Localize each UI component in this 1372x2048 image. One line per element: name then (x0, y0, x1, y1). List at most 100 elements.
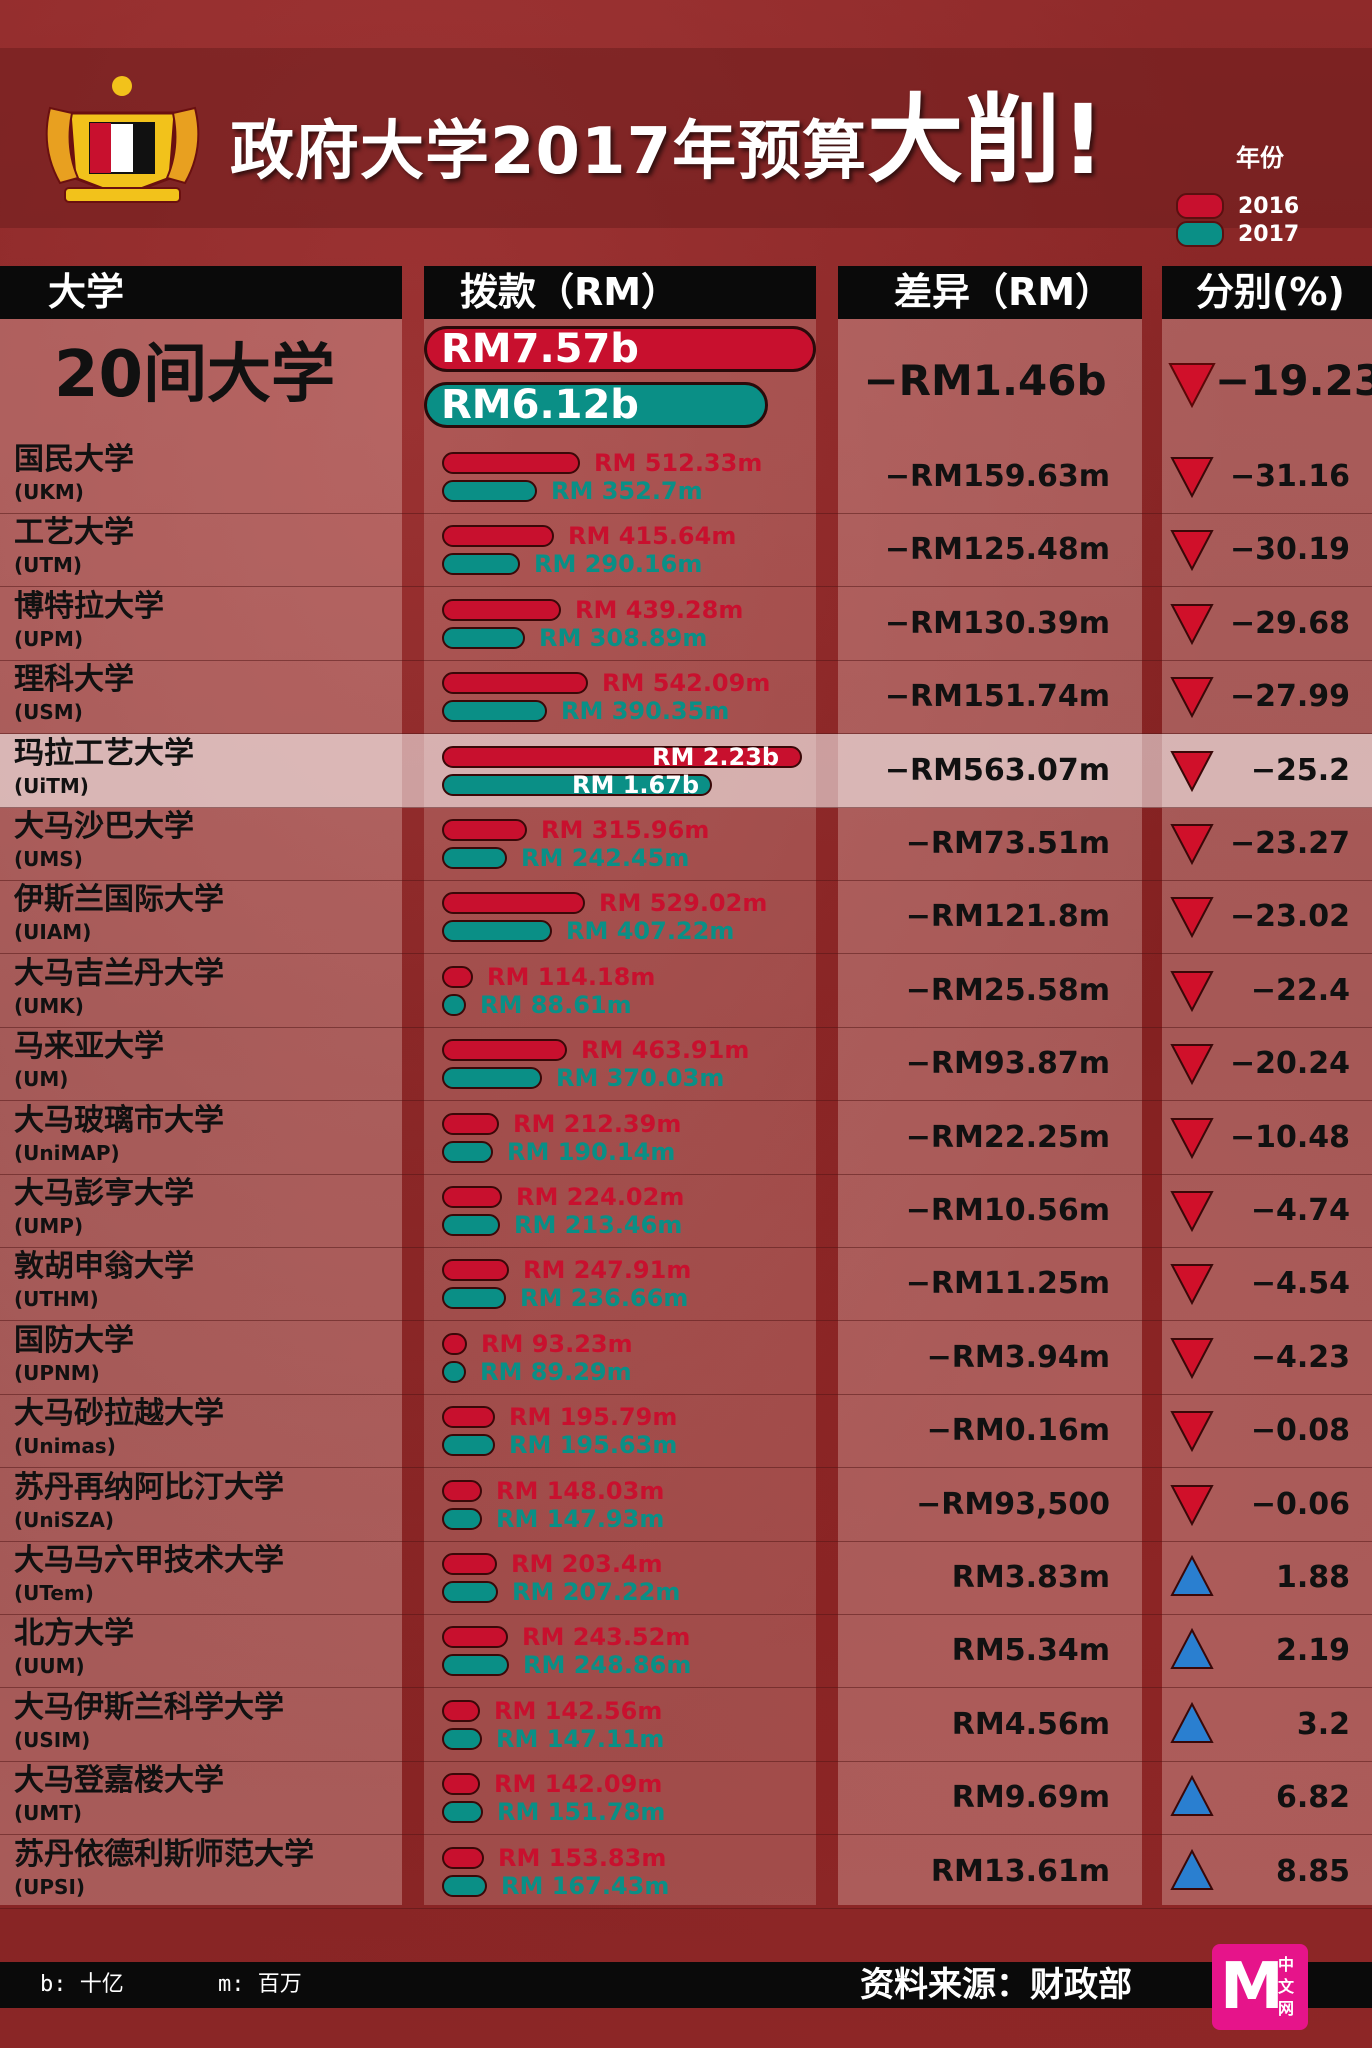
percent-value: 3.2 (1296, 1707, 1350, 1742)
bar-2017 (442, 1508, 482, 1530)
difference-value: RM13.61m (930, 1854, 1110, 1889)
bar-2017 (442, 1287, 506, 1309)
percent-value: 2.19 (1275, 1633, 1350, 1668)
percent-value: −23.27 (1229, 826, 1350, 861)
bar-2016 (442, 892, 585, 914)
bar-label-2016: RM 212.39m (513, 1110, 682, 1138)
bar-label-2016: RM 142.09m (494, 1770, 663, 1798)
difference-value: RM3.83m (951, 1560, 1110, 1595)
title-band (0, 48, 1372, 228)
summary-bar-2016: RM7.57b (424, 326, 816, 372)
university-name: 苏丹依德利斯师范大学 (14, 1837, 314, 1872)
difference-value: −RM125.48m (884, 532, 1110, 567)
university-abbr: (UMP) (14, 1214, 84, 1238)
table-row: 国民大学 (UKM) RM 512.33m RM 352.7m −RM159.63m −3… (0, 440, 1372, 514)
column-difference-bg (838, 319, 1142, 1905)
header-university: 大学 (0, 266, 402, 319)
table-row: 马来亚大学 (UM) RM 463.91m RM 370.03m −RM93.87m −2… (0, 1027, 1372, 1101)
legend-2016: 2016 (1176, 192, 1299, 220)
bar-2016 (442, 1626, 508, 1648)
university-abbr: (UniMAP) (14, 1141, 120, 1165)
footer-bar (0, 1962, 1372, 2008)
table-row: 大马玻璃市大学 (UniMAP) RM 212.39m RM 190.14m −RM22… (0, 1101, 1372, 1175)
down-arrow-icon (1170, 604, 1214, 645)
university-name: 敦胡申翁大学 (14, 1249, 194, 1284)
university-abbr: (UMT) (14, 1801, 83, 1825)
difference-value: −RM121.8m (905, 899, 1110, 934)
bar-label-2016: RM 463.91m (581, 1036, 750, 1064)
university-name: 大马吉兰丹大学 (14, 956, 224, 991)
bar-label-2016: RM 148.03m (496, 1477, 665, 1505)
down-arrow-icon (1170, 1191, 1214, 1232)
bar-2016 (442, 1700, 480, 1722)
percent-value: −0.06 (1250, 1487, 1350, 1522)
bar-label-2017: RM 88.61m (480, 991, 632, 1019)
university-name: 大马马六甲技术大学 (14, 1543, 284, 1578)
down-arrow-icon (1170, 824, 1214, 865)
bar-label-2017: RM 352.7m (551, 477, 703, 505)
bar-2016 (442, 1333, 467, 1355)
bar-label-2017: RM 195.63m (509, 1431, 678, 1459)
bar-2017 (442, 700, 547, 722)
bar-2016 (442, 1480, 482, 1502)
table-row: 苏丹再纳阿比汀大学 (UniSZA) RM 148.03m RM 147.93m −RM… (0, 1468, 1372, 1542)
bar-label-2016: RM 93.23m (481, 1330, 633, 1358)
coat-of-arms-logo (45, 76, 200, 203)
university-abbr: (UPNM) (14, 1361, 100, 1385)
university-abbr: (Unimas) (14, 1434, 116, 1458)
brand-logo: M 中文网 (1212, 1944, 1308, 2030)
bar-2016 (442, 746, 802, 768)
difference-value: −RM93.87m (905, 1046, 1110, 1081)
university-abbr: (UTem) (14, 1581, 94, 1605)
bar-2016 (442, 1113, 499, 1135)
bar-label-2017: RM 1.67b (572, 771, 700, 799)
table-row: 大马登嘉楼大学 (UMT) RM 142.09m RM 151.78m RM9.69m 6… (0, 1761, 1372, 1835)
percent-value: −25.2 (1250, 753, 1350, 788)
up-arrow-icon (1170, 1775, 1214, 1816)
bar-2017 (442, 1654, 509, 1676)
table-row: 理科大学 (USM) RM 542.09m RM 390.35m −RM151.74m −… (0, 660, 1372, 734)
university-name: 大马砂拉越大学 (14, 1396, 224, 1431)
university-name: 大马玻璃市大学 (14, 1103, 224, 1138)
header-allocation: 拨款（RM） (424, 266, 816, 319)
bar-label-2016: RM 153.83m (498, 1844, 667, 1872)
bar-label-2017: RM 167.43m (501, 1872, 670, 1900)
table-row: 苏丹依德利斯师范大学 (UPSI) RM 153.83m RM 167.43m RM13… (0, 1835, 1372, 1909)
bar-2016 (442, 1259, 509, 1281)
bar-label-2017: RM 89.29m (480, 1358, 632, 1386)
bar-label-2016: RM 243.52m (522, 1623, 691, 1651)
university-name: 伊斯兰国际大学 (14, 882, 224, 917)
down-arrow-icon (1170, 457, 1214, 498)
difference-value: −RM3.94m (926, 1340, 1110, 1375)
bar-2017 (442, 1581, 498, 1603)
bar-2016 (442, 966, 473, 988)
percent-value: −0.08 (1250, 1413, 1350, 1448)
difference-value: −RM22.25m (905, 1120, 1110, 1155)
bar-label-2017: RM 151.78m (497, 1798, 666, 1826)
percent-value: −22.4 (1250, 973, 1350, 1008)
bar-2017 (442, 1067, 542, 1089)
university-abbr: (UUM) (14, 1654, 85, 1678)
table-row: 大马伊斯兰科学大学 (USIM) RM 142.56m RM 147.11m RM4.5… (0, 1688, 1372, 1762)
down-arrow-icon (1170, 1044, 1214, 1085)
bar-2017 (442, 994, 466, 1016)
table-row: 伊斯兰国际大学 (UIAM) RM 529.02m RM 407.22m −RM121.… (0, 880, 1372, 954)
difference-value: RM9.69m (951, 1780, 1110, 1815)
up-arrow-icon (1170, 1702, 1214, 1743)
table-row: 大马吉兰丹大学 (UMK) RM 114.18m RM 88.61m −RM25.58m… (0, 954, 1372, 1028)
university-name: 国民大学 (14, 442, 134, 477)
difference-value: −RM0.16m (926, 1413, 1110, 1448)
summary-bar-2017: RM6.12b (424, 382, 768, 428)
bar-2016 (442, 1847, 484, 1869)
down-arrow-icon (1170, 1264, 1214, 1305)
bar-label-2017: RM 370.03m (556, 1064, 725, 1092)
bar-2017 (442, 847, 507, 869)
bar-label-2016: RM 512.33m (594, 449, 763, 477)
bar-label-2017: RM 147.93m (496, 1505, 665, 1533)
bar-label-2017: RM 147.11m (496, 1725, 665, 1753)
bar-label-2016: RM 224.02m (516, 1183, 685, 1211)
university-abbr: (UM) (14, 1067, 69, 1091)
bar-label-2016: RM 2.23b (652, 743, 780, 771)
table-row: 国防大学 (UPNM) RM 93.23m RM 89.29m −RM3.94m −4.2… (0, 1321, 1372, 1395)
up-arrow-icon (1170, 1628, 1214, 1669)
